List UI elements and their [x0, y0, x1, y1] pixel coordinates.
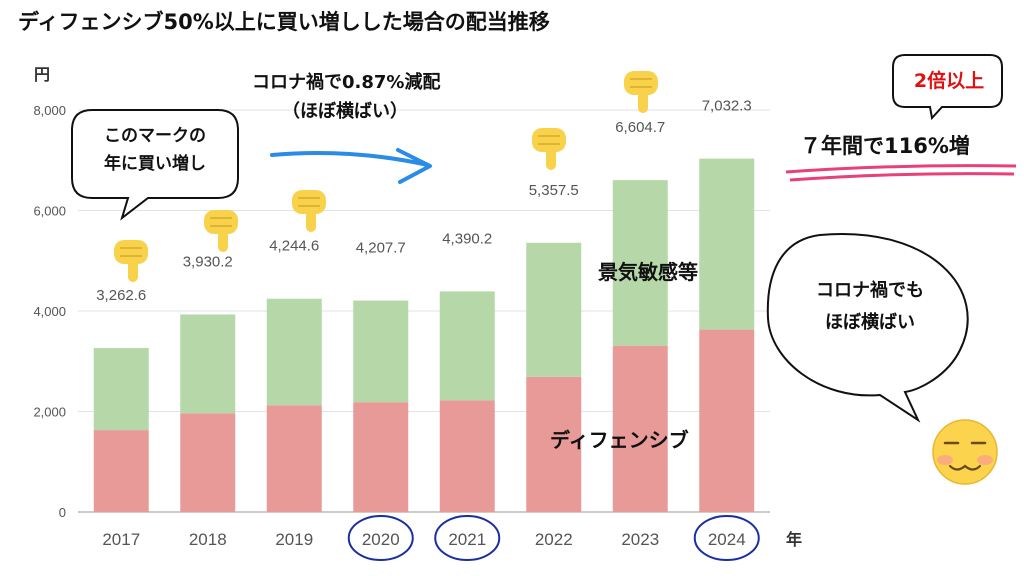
- highlight-circle: [434, 515, 501, 561]
- x-tick-label: 2019: [275, 530, 313, 549]
- bar-cyclical: [180, 314, 236, 414]
- bar-cyclical: [439, 291, 495, 401]
- series-label-defensive: ディフェンシブ: [550, 428, 689, 452]
- growth-underline: [785, 164, 1017, 182]
- y-tick-label: 6,000: [33, 204, 66, 219]
- x-tick-label: 2022: [535, 530, 573, 549]
- bar-defensive: [439, 400, 495, 512]
- bar-cyclical: [526, 242, 582, 377]
- y-tick-label: 2,000: [33, 405, 66, 420]
- left-bubble-line1: このマークの: [104, 126, 206, 146]
- double-badge: [892, 54, 1003, 121]
- bar-cyclical: [699, 158, 755, 330]
- y-axis-unit: 円: [34, 65, 50, 84]
- bar-defensive: [699, 329, 755, 512]
- total-label: 3,262.6: [96, 287, 146, 304]
- left-speech-bubble: [71, 109, 239, 221]
- smirk-face-icon: [932, 419, 998, 485]
- right-bubble-text: コロナ禍でも ほぼ横ばい: [785, 275, 955, 339]
- bar-cyclical: [266, 298, 322, 406]
- bar-defensive: [180, 413, 236, 512]
- right-speech-bubble: [766, 232, 969, 423]
- total-label: 4,390.2: [442, 230, 492, 247]
- double-badge-text: 2倍以上: [913, 70, 985, 92]
- y-tick-label: 8,000: [33, 103, 66, 118]
- bar-defensive: [612, 345, 668, 512]
- x-tick-label: 2018: [189, 530, 227, 549]
- left-bubble-text: このマークの 年に買い増し: [78, 122, 232, 178]
- bar-cyclical: [612, 180, 668, 346]
- growth-text: ７年間で116%増: [800, 134, 970, 158]
- bar-defensive: [526, 376, 582, 512]
- x-tick-label: 2021: [448, 530, 486, 549]
- left-bubble-line2: 年に買い増し: [104, 154, 206, 174]
- x-axis-unit: 年: [786, 530, 802, 549]
- x-tick-label: 2017: [102, 530, 140, 549]
- pointing-down-hand-icon: [292, 190, 326, 232]
- total-label: 7,032.3: [702, 98, 752, 115]
- highlight-circle: [693, 515, 760, 561]
- total-label: 4,244.6: [269, 238, 319, 255]
- bar-defensive: [266, 405, 322, 512]
- covid-note-line1: コロナ禍で0.87%減配: [252, 72, 441, 93]
- pointing-down-hand-icon: [114, 240, 148, 282]
- total-label: 4,207.7: [356, 240, 406, 257]
- x-tick-label: 2024: [708, 530, 746, 549]
- trend-arrow-icon: [270, 148, 432, 184]
- bar-cyclical: [353, 300, 409, 403]
- highlight-circle: [347, 515, 414, 561]
- pointing-down-hand-icon: [532, 128, 566, 170]
- bar-defensive: [93, 430, 149, 512]
- total-label: 5,357.5: [529, 182, 579, 199]
- y-tick-label: 4,000: [33, 304, 66, 319]
- series-label-cyclical: 景気敏感等: [598, 260, 698, 284]
- y-tick-label: 0: [59, 505, 66, 520]
- x-tick-label: 2020: [362, 530, 400, 549]
- total-label: 3,930.2: [183, 254, 233, 271]
- right-bubble-line1: コロナ禍でも: [816, 280, 924, 301]
- covid-note-line2: （ほぼ横ばい）: [282, 101, 408, 122]
- x-tick-label: 2023: [621, 530, 659, 549]
- total-label: 6,604.7: [615, 119, 665, 136]
- bar-defensive: [353, 402, 409, 512]
- bar-cyclical: [93, 348, 149, 431]
- page-title: ディフェンシブ50%以上に買い増しした場合の配当推移: [18, 10, 550, 34]
- pointing-down-hand-icon: [624, 71, 658, 113]
- right-bubble-line2: ほぼ横ばい: [825, 312, 915, 333]
- pointing-down-hand-icon: [204, 210, 238, 252]
